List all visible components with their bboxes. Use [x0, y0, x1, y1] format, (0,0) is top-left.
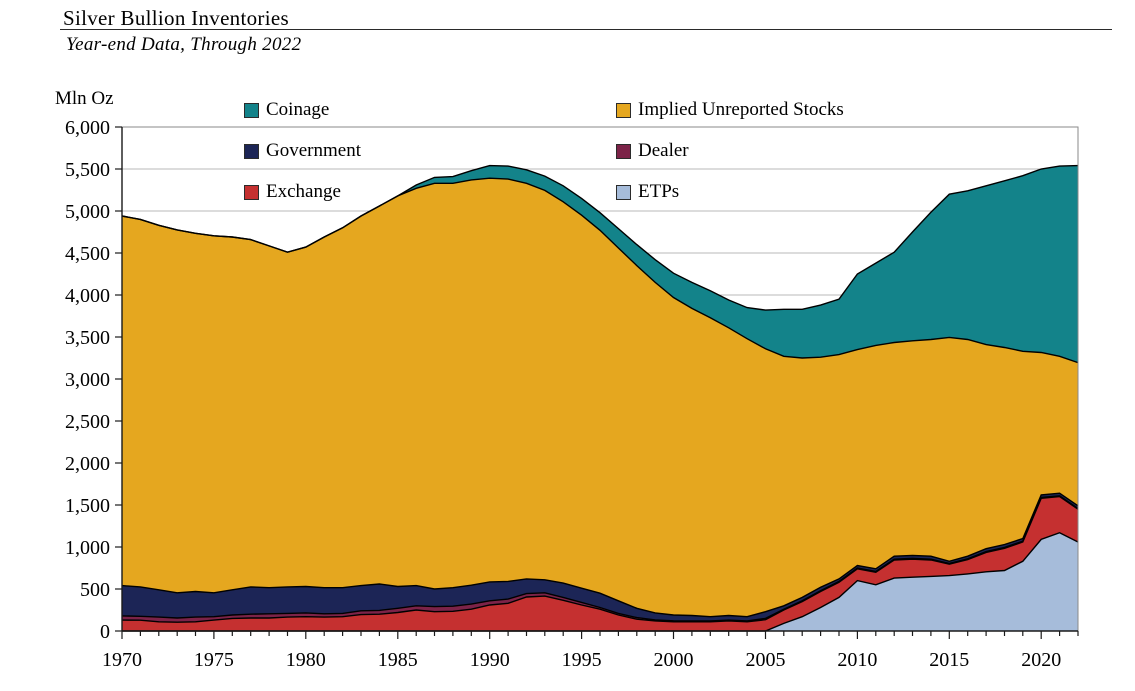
legend-item-coinage: Coinage	[244, 99, 330, 120]
svg-text:1970: 1970	[102, 649, 142, 671]
dealer-swatch-icon	[616, 143, 631, 159]
page-subtitle: Year-end Data, Through 2022	[66, 34, 302, 55]
svg-text:5,500: 5,500	[65, 159, 110, 181]
legend-item-exchange: Exchange	[244, 181, 341, 202]
svg-text:1,500: 1,500	[65, 495, 110, 517]
legend-label: Implied Unreported Stocks	[638, 99, 844, 120]
svg-text:0: 0	[100, 621, 110, 643]
svg-text:1990: 1990	[470, 649, 510, 671]
svg-text:2005: 2005	[746, 649, 786, 671]
svg-text:2015: 2015	[929, 649, 969, 671]
svg-text:4,500: 4,500	[65, 243, 110, 265]
exchange-swatch-icon	[244, 184, 259, 200]
etps-swatch-icon	[616, 184, 631, 200]
svg-text:3,500: 3,500	[65, 327, 110, 349]
legend-label: Exchange	[266, 181, 341, 202]
svg-text:2,500: 2,500	[65, 411, 110, 433]
legend-item-etps: ETPs	[616, 181, 680, 202]
svg-text:1,000: 1,000	[65, 537, 110, 559]
svg-text:1980: 1980	[286, 649, 326, 671]
svg-text:2020: 2020	[1021, 649, 1061, 671]
legend-label: Coinage	[266, 99, 330, 120]
legend-item-government: Government	[244, 140, 361, 161]
svg-text:5,000: 5,000	[65, 201, 110, 223]
page-title: Silver Bullion Inventories	[63, 6, 289, 30]
svg-text:2010: 2010	[837, 649, 877, 671]
svg-text:6,000: 6,000	[65, 117, 110, 139]
svg-text:4,000: 4,000	[65, 285, 110, 307]
legend-label: Government	[266, 140, 361, 161]
implied-unreported-stocks-swatch-icon	[616, 102, 631, 118]
legend-item-dealer: Dealer	[616, 140, 689, 161]
svg-text:1985: 1985	[378, 649, 418, 671]
svg-text:3,000: 3,000	[65, 369, 110, 391]
legend-label: Dealer	[638, 140, 689, 161]
legend-item-implied-unreported-stocks: Implied Unreported Stocks	[616, 99, 844, 120]
svg-text:1995: 1995	[562, 649, 602, 671]
svg-text:2,000: 2,000	[65, 453, 110, 475]
legend-label: ETPs	[638, 181, 680, 202]
title-underline	[60, 8, 1112, 30]
svg-text:2000: 2000	[654, 649, 694, 671]
svg-text:1975: 1975	[194, 649, 234, 671]
svg-text:500: 500	[80, 579, 110, 601]
coinage-swatch-icon	[244, 102, 259, 118]
y-axis-unit-label: Mln Oz	[55, 88, 114, 109]
government-swatch-icon	[244, 143, 259, 159]
